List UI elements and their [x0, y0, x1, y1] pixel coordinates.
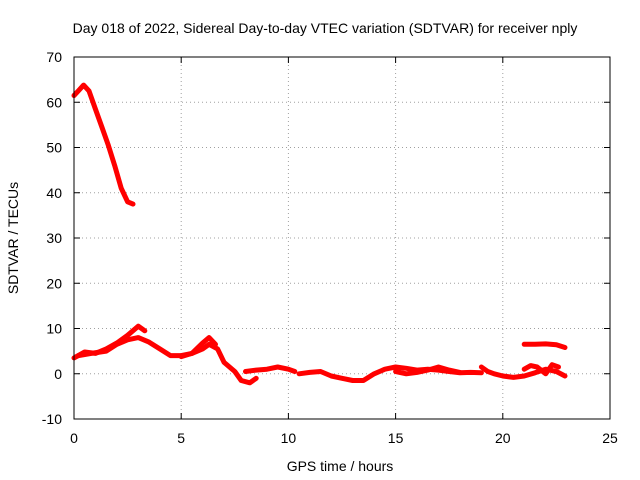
y-tick-label: 10: [46, 321, 62, 337]
y-tick-label: 20: [46, 275, 62, 291]
series-layer: [71, 82, 568, 386]
x-tick-label: 10: [281, 430, 297, 446]
y-tick-label: -10: [42, 411, 62, 427]
series-line-early-arc: [71, 82, 136, 207]
x-tick-label: 15: [388, 430, 404, 446]
x-tick-label: 0: [70, 430, 78, 446]
x-tick-label: 25: [602, 430, 618, 446]
y-axis-title: SDTVAR / TECUs: [5, 182, 21, 294]
x-tick-label: 5: [177, 430, 185, 446]
y-tick-label: 40: [46, 185, 62, 201]
series-line-arc-d: [178, 335, 218, 360]
y-tick-label: 0: [54, 366, 62, 382]
chart-title: Day 018 of 2022, Sidereal Day-to-day VTE…: [73, 20, 578, 36]
series-line-arc-j: [521, 341, 568, 350]
y-tick-label: 50: [46, 140, 62, 156]
series-line-arc-g: [393, 364, 463, 377]
series-line-arc-e: [243, 364, 298, 374]
x-axis-title: GPS time / hours: [287, 458, 394, 474]
series-line-arc-i: [521, 362, 561, 377]
y-tick-label: 70: [46, 49, 62, 65]
x-tick-label: 20: [495, 430, 511, 446]
axis-ticks: 0 5 10 15 20 25 -10 0 10 20 30 40 50 60 70: [42, 49, 618, 446]
y-tick-label: 30: [46, 230, 62, 246]
y-tick-label: 60: [46, 94, 62, 110]
grid: [74, 57, 610, 419]
